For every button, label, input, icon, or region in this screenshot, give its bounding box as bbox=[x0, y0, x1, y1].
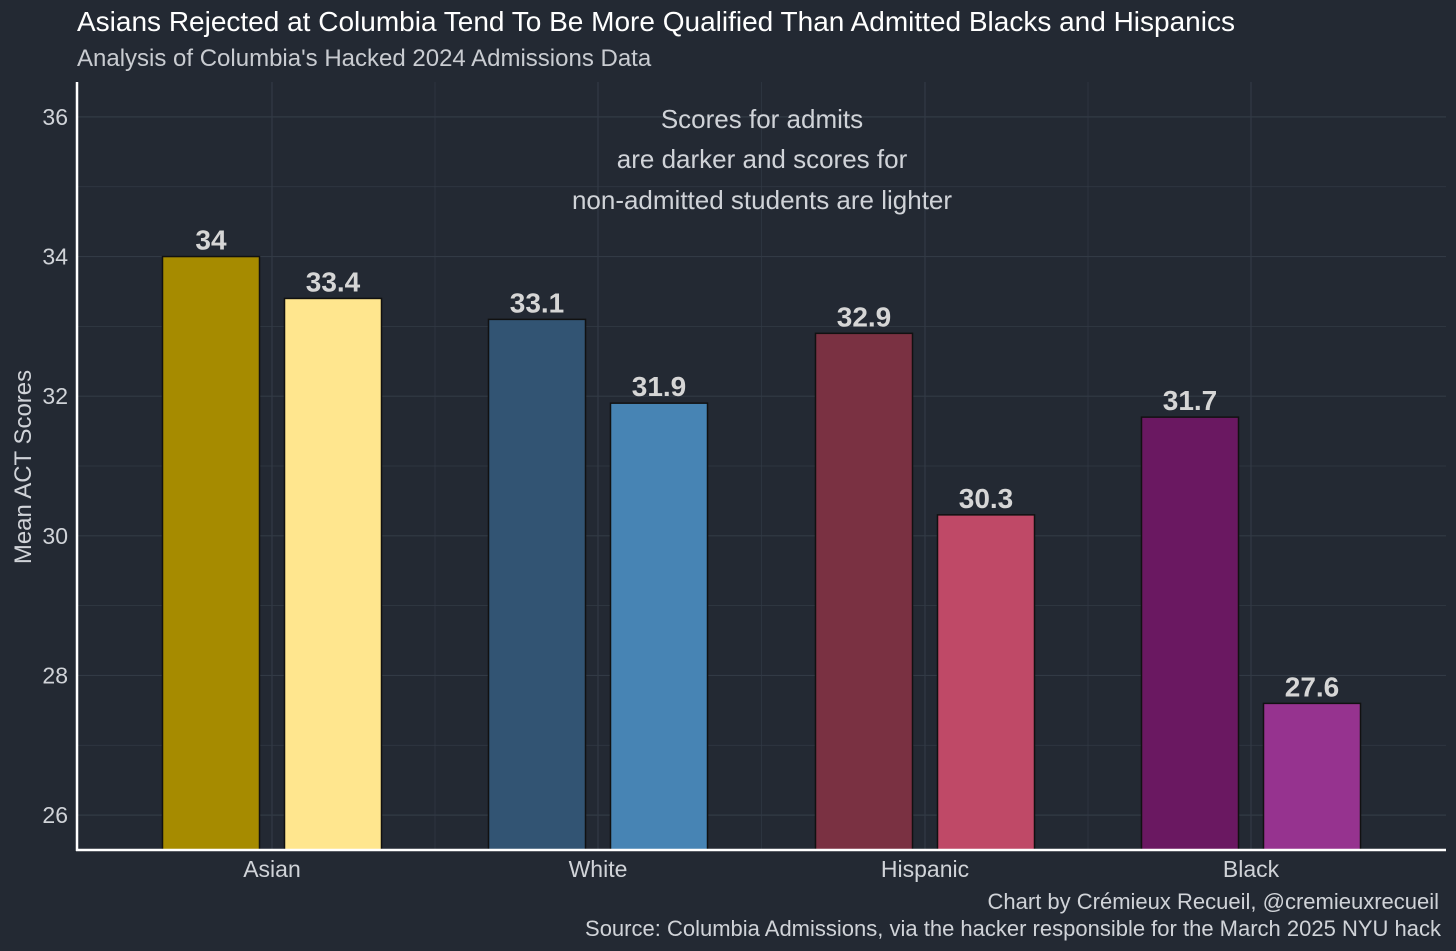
bar-hispanic-admitted bbox=[814, 332, 914, 851]
axes bbox=[75, 82, 1446, 852]
x-tick-label: Black bbox=[1223, 856, 1280, 882]
x-tick-label: White bbox=[569, 856, 628, 882]
x-axis-ticks: Asian White Hispanic Black bbox=[243, 856, 1279, 882]
bar-value-label: 33.1 bbox=[510, 287, 565, 318]
bar-black-admitted bbox=[1140, 416, 1240, 851]
x-tick-label: Asian bbox=[243, 856, 301, 882]
bar-value-label: 32.9 bbox=[837, 301, 892, 332]
bar-value-label: 31.9 bbox=[632, 371, 687, 402]
annotation: Scores for admits are darker and scores … bbox=[572, 104, 952, 215]
y-tick-label: 28 bbox=[42, 662, 68, 688]
bar-asian-not-admitted bbox=[283, 297, 383, 851]
bar-black-not-admitted bbox=[1262, 702, 1362, 851]
y-tick-label: 26 bbox=[42, 802, 68, 828]
y-tick-label: 32 bbox=[42, 383, 68, 409]
y-axis-ticks: 26 28 30 32 34 36 bbox=[42, 104, 68, 828]
annotation-line-2: are darker and scores for bbox=[617, 144, 908, 174]
chart-subtitle: Analysis of Columbia's Hacked 2024 Admis… bbox=[77, 45, 652, 72]
caption-credit: Chart by Crémieux Recueil, @cremieuxrecu… bbox=[988, 889, 1439, 914]
y-tick-label: 34 bbox=[42, 244, 68, 270]
bar-value-label: 33.4 bbox=[306, 266, 361, 297]
bars bbox=[161, 255, 1362, 851]
bar-hispanic-not-admitted bbox=[936, 514, 1036, 851]
bar-value-label: 27.6 bbox=[1285, 671, 1340, 702]
caption-source: Source: Columbia Admissions, via the hac… bbox=[585, 916, 1442, 941]
bar-asian-admitted bbox=[161, 255, 261, 851]
bar-value-label: 30.3 bbox=[959, 483, 1014, 514]
annotation-line-3: non-admitted students are lighter bbox=[572, 185, 952, 215]
bar-value-label: 34 bbox=[195, 225, 227, 256]
annotation-line-1: Scores for admits bbox=[661, 104, 863, 134]
y-axis-title: Mean ACT Scores bbox=[10, 370, 37, 564]
chart-title: Asians Rejected at Columbia Tend To Be M… bbox=[77, 6, 1235, 37]
bar-labels: 34 33.1 32.9 31.7 33.4 31.9 30.3 27.6 bbox=[195, 225, 1339, 703]
y-tick-label: 36 bbox=[42, 104, 68, 130]
y-tick-label: 30 bbox=[42, 523, 68, 549]
bar-white-admitted bbox=[487, 318, 587, 851]
bar-value-label: 31.7 bbox=[1163, 385, 1218, 416]
bar-white-not-admitted bbox=[609, 402, 709, 851]
x-tick-label: Hispanic bbox=[881, 856, 969, 882]
